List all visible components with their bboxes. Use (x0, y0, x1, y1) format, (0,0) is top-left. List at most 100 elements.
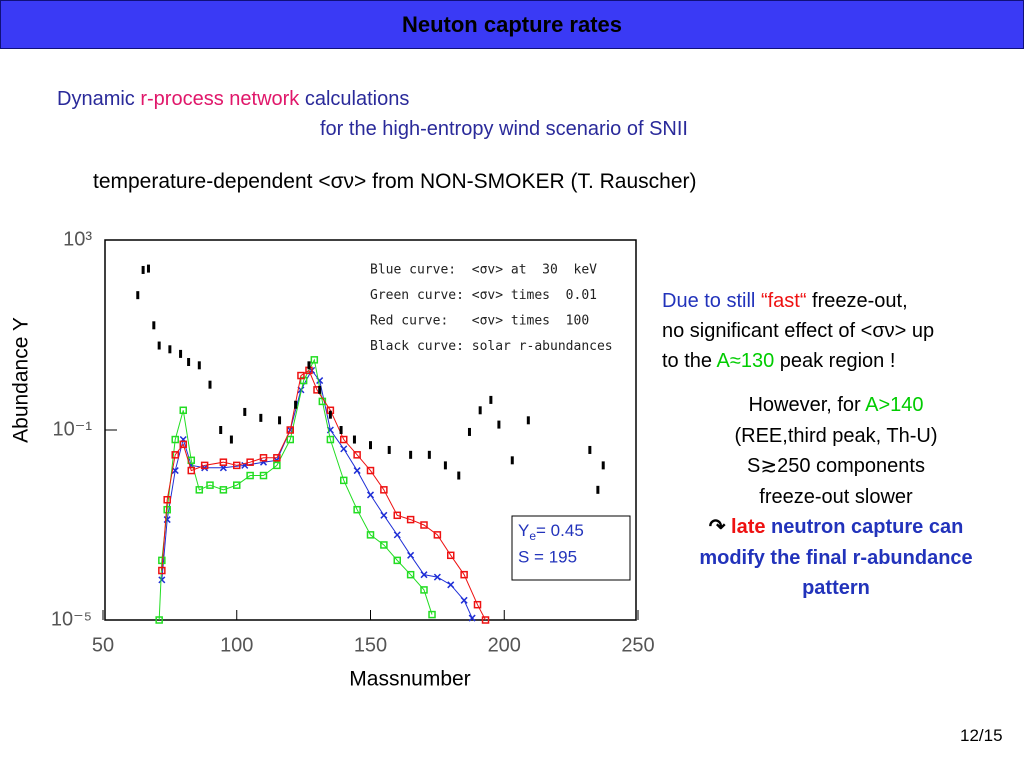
marker (340, 476, 348, 485)
text-span: Due to still (662, 290, 761, 312)
marker (171, 451, 179, 459)
marker (259, 413, 263, 422)
x-axis-label: Massnumber (349, 668, 470, 691)
marker (243, 407, 247, 416)
marker (328, 410, 332, 419)
marker (340, 445, 348, 453)
marker (187, 466, 196, 475)
series-line (161, 369, 486, 621)
marker (307, 361, 311, 370)
marker (259, 471, 268, 480)
marker (447, 581, 455, 589)
marker (286, 426, 294, 434)
marker (433, 573, 441, 581)
marker (601, 461, 605, 470)
heading-line: Dynamic r-process network calculations (57, 88, 409, 111)
marker (273, 461, 281, 470)
text-span: Dynamic (57, 88, 141, 110)
text-line: no significant effect of <σν> up (662, 320, 934, 343)
text-span: late (731, 516, 766, 538)
marker (468, 614, 476, 622)
text-line: ↷ late neutron capture can (655, 512, 1017, 543)
text-line: (REE,third peak, Th-U) (655, 421, 1017, 452)
marker (141, 265, 145, 274)
marker (352, 435, 356, 444)
x-tick-label: 50 (92, 634, 114, 656)
text-span: no significant effect of <σν> up (662, 320, 935, 342)
marker (273, 454, 281, 462)
text-span: pattern (802, 577, 870, 599)
y-tick-label: 10⁻¹ (53, 418, 93, 440)
series-line (158, 358, 433, 621)
marker (206, 481, 214, 489)
marker (526, 416, 530, 425)
marker (393, 556, 401, 565)
marker (158, 566, 166, 575)
marker (369, 441, 372, 450)
text-span: freeze-out, (806, 290, 908, 312)
text-span: for the high-entropy wind scenario of SN… (320, 118, 688, 140)
legend-entry: Blue curve: <σv> at 30 keV (370, 263, 597, 278)
marker (219, 426, 223, 434)
marker (158, 576, 166, 584)
marker (489, 395, 493, 404)
marker (155, 616, 163, 624)
marker (310, 356, 319, 364)
marker (380, 486, 388, 494)
x-tick-label: 150 (354, 634, 387, 656)
marker (457, 471, 461, 480)
marker (187, 358, 191, 367)
marker (229, 435, 233, 444)
text-line: Due to still “fast“ freeze-out, (662, 290, 908, 313)
marker (157, 341, 161, 350)
marker (380, 511, 388, 519)
text-span: (REE,third peak, Th-U) (734, 424, 938, 447)
text-span: calculations (299, 88, 410, 110)
inset-text: Ye= 0.45 (518, 521, 584, 543)
text-line: modify the final r-abundance (655, 543, 1017, 574)
marker (460, 570, 468, 579)
text-line: However, for A>140 (655, 390, 1017, 421)
marker (353, 505, 361, 514)
text-span: modify the final r-abundance (699, 546, 973, 569)
marker (366, 531, 375, 539)
text-span: S≳250 components (747, 455, 925, 477)
marker (179, 349, 183, 358)
marker (588, 445, 592, 454)
marker (409, 450, 413, 459)
marker (406, 515, 415, 524)
x-tick-label: 200 (488, 634, 521, 656)
marker (473, 600, 482, 609)
marker (197, 361, 201, 370)
x-tick-label: 250 (621, 634, 654, 656)
marker (179, 440, 187, 449)
marker (340, 435, 348, 444)
marker (460, 596, 468, 604)
marker (163, 496, 171, 504)
marker (294, 400, 298, 409)
marker (427, 450, 431, 459)
marker (406, 570, 415, 579)
text-span: A>140 (865, 394, 924, 416)
y-tick-label: 10⁻⁵ (51, 608, 92, 630)
marker (136, 291, 140, 300)
page-number: 12/15 (960, 726, 1003, 745)
y-axis-label: Abundance Y (10, 317, 33, 443)
marker (246, 471, 254, 480)
marker (278, 416, 282, 425)
text-span: However, for (748, 394, 866, 416)
marker (286, 435, 294, 444)
marker (326, 435, 335, 444)
marker (246, 458, 254, 466)
marker (233, 461, 241, 470)
marker (497, 420, 501, 429)
center-text: However, for A>140 (REE,third peak, Th-U… (655, 390, 1017, 604)
text-span: neutron capture can (765, 516, 964, 538)
text-span: freeze-out slower (759, 485, 913, 508)
legend-entry: Black curve: solar r-abundances (370, 339, 613, 354)
marker (387, 445, 391, 454)
marker (353, 467, 361, 475)
marker (433, 531, 442, 539)
